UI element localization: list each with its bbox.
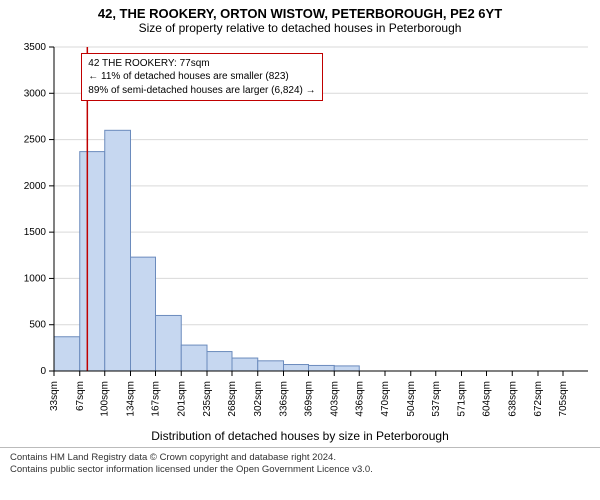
ytick-label: 1500 (24, 227, 47, 238)
chart-area: Number of detached properties 0500100015… (0, 37, 600, 445)
info-line-1: 42 THE ROOKERY: 77sqm (88, 57, 315, 71)
ytick-label: 1000 (24, 273, 47, 284)
histogram-bar (207, 352, 232, 371)
xtick-label: 705sqm (558, 381, 569, 417)
x-axis-label: Distribution of detached houses by size … (0, 429, 600, 443)
xtick-label: 201sqm (176, 381, 187, 417)
histogram-bar (284, 365, 309, 371)
footer-line-1: Contains HM Land Registry data © Crown c… (10, 452, 590, 464)
histogram-bar (80, 152, 105, 371)
xtick-label: 369sqm (304, 381, 315, 417)
xtick-label: 403sqm (329, 381, 340, 417)
histogram-bar (105, 130, 131, 371)
xtick-label: 235sqm (202, 381, 213, 417)
xtick-label: 504sqm (406, 381, 417, 417)
xtick-label: 33sqm (49, 381, 60, 411)
xtick-label: 604sqm (482, 381, 493, 417)
xtick-label: 134sqm (126, 381, 137, 417)
histogram-bar (131, 257, 156, 371)
xtick-label: 100sqm (100, 381, 111, 417)
ytick-label: 500 (29, 320, 46, 331)
xtick-label: 336sqm (279, 381, 290, 417)
chart-container: 42, THE ROOKERY, ORTON WISTOW, PETERBORO… (0, 0, 600, 500)
histogram-bar (181, 345, 207, 371)
xtick-label: 167sqm (150, 381, 161, 417)
ytick-label: 3000 (24, 88, 47, 99)
xtick-label: 537sqm (431, 381, 442, 417)
info-line-3: 89% of semi-detached houses are larger (… (88, 84, 315, 98)
ytick-label: 2500 (24, 135, 47, 146)
xtick-label: 67sqm (75, 381, 86, 411)
title-subtitle: Size of property relative to detached ho… (0, 21, 600, 37)
histogram-bar (232, 358, 258, 371)
xtick-label: 302sqm (253, 381, 264, 417)
xtick-label: 672sqm (533, 381, 544, 417)
footer-line-2: Contains public sector information licen… (10, 464, 590, 476)
title-address: 42, THE ROOKERY, ORTON WISTOW, PETERBORO… (0, 0, 600, 21)
xtick-label: 638sqm (507, 381, 518, 417)
info-line-2: ← 11% of detached houses are smaller (82… (88, 70, 315, 84)
histogram-bar (155, 315, 181, 371)
xtick-label: 571sqm (457, 381, 468, 417)
xtick-label: 436sqm (354, 381, 365, 417)
marker-info-box: 42 THE ROOKERY: 77sqm ← 11% of detached … (81, 53, 322, 102)
xtick-label: 470sqm (380, 381, 391, 417)
ytick-label: 3500 (24, 42, 47, 53)
histogram-bar (309, 365, 335, 371)
histogram-bar (54, 337, 80, 371)
histogram-bar (334, 366, 359, 371)
xtick-label: 268sqm (227, 381, 238, 417)
histogram-bar (258, 361, 284, 371)
footer-attribution: Contains HM Land Registry data © Crown c… (0, 447, 600, 477)
ytick-label: 0 (40, 366, 46, 377)
ytick-label: 2000 (24, 181, 47, 192)
